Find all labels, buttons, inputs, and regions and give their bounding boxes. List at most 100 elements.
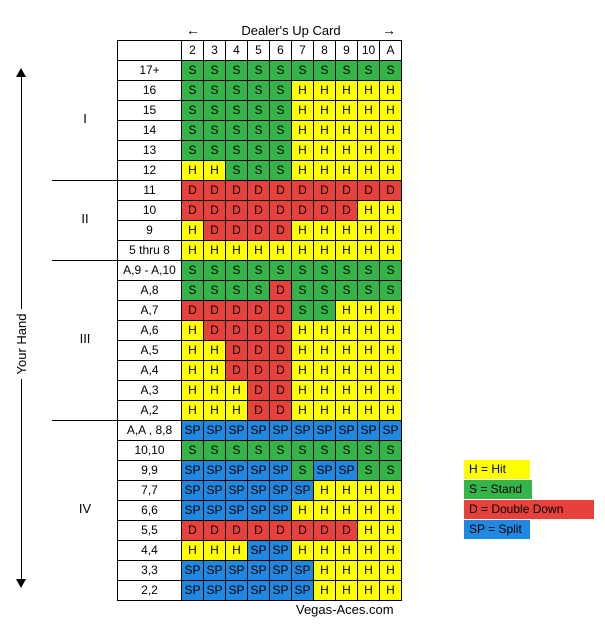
action-cell: S xyxy=(247,120,270,141)
action-cell: H xyxy=(181,160,204,181)
action-cell: H xyxy=(335,100,358,121)
action-cell: H xyxy=(379,380,402,401)
action-cell: H xyxy=(313,160,336,181)
action-cell: S xyxy=(291,440,314,461)
action-cell: H xyxy=(335,400,358,421)
action-cell: S xyxy=(291,300,314,321)
action-cell: H xyxy=(335,320,358,341)
dealer-card-8: 8 xyxy=(313,40,336,61)
hand-label: A,6 xyxy=(117,320,182,341)
action-cell: S xyxy=(269,120,292,141)
action-cell: H xyxy=(181,380,204,401)
action-cell: SP xyxy=(247,540,270,561)
action-cell: D xyxy=(313,200,336,221)
hand-row: 10 D D D D D D D D H H xyxy=(117,200,402,221)
action-cell: H xyxy=(203,540,226,561)
action-cell: D xyxy=(181,520,204,541)
action-cell: H xyxy=(379,580,402,601)
action-cell: H xyxy=(379,80,402,101)
action-cell: SP xyxy=(269,480,292,501)
action-cell: H xyxy=(225,240,248,261)
action-cell: S xyxy=(291,460,314,481)
action-cell: D xyxy=(335,520,358,541)
action-cell: SP xyxy=(203,460,226,481)
action-cell: H xyxy=(379,540,402,561)
arrow-left-icon: ← xyxy=(186,22,200,38)
action-cell: S xyxy=(313,260,336,281)
action-cell: H xyxy=(203,400,226,421)
action-cell: H xyxy=(313,100,336,121)
hand-label: A,4 xyxy=(117,360,182,381)
action-cell: H xyxy=(335,560,358,581)
hand-row: A,5 H H D D D H H H H H xyxy=(117,340,402,361)
action-cell: H xyxy=(335,540,358,561)
hand-label: 11 xyxy=(117,180,182,201)
action-cell: H xyxy=(291,360,314,381)
action-cell: H xyxy=(313,320,336,341)
action-cell: S xyxy=(269,80,292,101)
action-cell: S xyxy=(247,160,270,181)
action-cell: S xyxy=(269,140,292,161)
action-cell: D xyxy=(269,400,292,421)
action-cell: H xyxy=(379,560,402,581)
action-cell: H xyxy=(181,400,204,421)
action-cell: S xyxy=(203,60,226,81)
hand-label: 17+ xyxy=(117,60,182,81)
action-cell: H xyxy=(357,320,380,341)
action-cell: H xyxy=(379,340,402,361)
action-cell: H xyxy=(335,220,358,241)
hand-row: 3,3 SP SP SP SP SP SP H H H H xyxy=(117,560,402,581)
hand-label: A,9 - A,10 xyxy=(117,260,182,281)
action-cell: SP xyxy=(269,460,292,481)
action-cell: H xyxy=(357,380,380,401)
action-cell: SP xyxy=(181,420,204,441)
hand-row: 4,4 H H H SP SP H H H H H xyxy=(117,540,402,561)
action-cell: D xyxy=(291,520,314,541)
action-cell: D xyxy=(247,380,270,401)
action-cell: H xyxy=(203,380,226,401)
action-cell: D xyxy=(291,180,314,201)
action-cell: SP xyxy=(181,560,204,581)
hand-row: A,6 H D D D D H H H H H xyxy=(117,320,402,341)
dealer-card-A: A xyxy=(379,40,402,61)
action-cell: H xyxy=(357,300,380,321)
action-cell: S xyxy=(203,280,226,301)
action-cell: H xyxy=(357,240,380,261)
legend-item-sp: SP = Split xyxy=(464,520,530,539)
action-cell: H xyxy=(379,220,402,241)
action-cell: S xyxy=(225,160,248,181)
action-cell: D xyxy=(247,320,270,341)
action-cell: S xyxy=(291,280,314,301)
action-cell: H xyxy=(335,380,358,401)
action-cell: H xyxy=(247,240,270,261)
your-hand-label: Your Hand xyxy=(14,309,30,379)
action-cell: D xyxy=(225,520,248,541)
action-cell: H xyxy=(225,540,248,561)
action-cell: S xyxy=(247,80,270,101)
action-cell: D xyxy=(181,200,204,221)
action-cell: H xyxy=(313,400,336,421)
action-cell: S xyxy=(181,60,204,81)
action-cell: H xyxy=(357,140,380,161)
action-cell: H xyxy=(291,160,314,181)
hand-label: A,A , 8,8 xyxy=(117,420,182,441)
action-cell: H xyxy=(291,540,314,561)
action-cell: S xyxy=(269,60,292,81)
action-cell: S xyxy=(269,260,292,281)
action-cell: H xyxy=(379,520,402,541)
action-cell: D xyxy=(247,180,270,201)
action-cell: H xyxy=(357,220,380,241)
action-cell: SP xyxy=(247,500,270,521)
hand-label: 16 xyxy=(117,80,182,101)
action-cell: S xyxy=(313,60,336,81)
hand-label: 5 thru 8 xyxy=(117,240,182,261)
action-cell: S xyxy=(225,260,248,281)
action-cell: D xyxy=(225,180,248,201)
action-cell: H xyxy=(181,240,204,261)
hand-row: 16 S S S S S H H H H H xyxy=(117,80,402,101)
dealer-card-4: 4 xyxy=(225,40,248,61)
action-cell: S xyxy=(203,100,226,121)
action-cell: D xyxy=(247,300,270,321)
action-cell: SP xyxy=(181,500,204,521)
action-cell: D xyxy=(269,180,292,201)
